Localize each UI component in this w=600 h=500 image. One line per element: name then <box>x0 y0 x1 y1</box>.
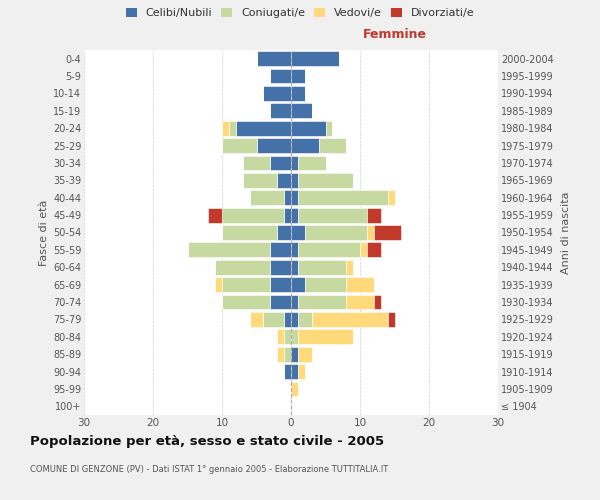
Bar <box>291 242 298 258</box>
Bar <box>388 312 395 327</box>
Bar <box>243 156 271 170</box>
Bar <box>291 190 298 205</box>
Bar <box>291 260 298 274</box>
Bar <box>271 242 291 258</box>
Bar <box>346 278 374 292</box>
Bar <box>222 138 257 153</box>
Bar <box>263 86 291 101</box>
Bar <box>367 208 381 222</box>
Bar <box>291 312 298 327</box>
Bar <box>291 86 305 101</box>
Bar <box>215 260 271 274</box>
Bar <box>298 190 388 205</box>
Bar <box>271 278 291 292</box>
Bar <box>250 312 263 327</box>
Bar <box>298 364 305 379</box>
Bar <box>312 312 388 327</box>
Bar <box>298 208 367 222</box>
Bar <box>298 312 312 327</box>
Bar <box>271 260 291 274</box>
Bar <box>271 294 291 310</box>
Bar <box>277 330 284 344</box>
Bar <box>291 382 298 396</box>
Bar <box>298 294 346 310</box>
Bar <box>291 173 298 188</box>
Bar <box>325 121 332 136</box>
Bar <box>291 52 340 66</box>
Bar <box>284 330 291 344</box>
Bar <box>298 330 353 344</box>
Bar <box>284 312 291 327</box>
Bar <box>208 208 222 222</box>
Bar <box>222 121 229 136</box>
Bar <box>291 364 298 379</box>
Bar <box>346 260 353 274</box>
Bar <box>291 278 305 292</box>
Bar <box>236 121 291 136</box>
Bar <box>222 225 277 240</box>
Bar <box>298 242 360 258</box>
Bar <box>374 294 381 310</box>
Bar <box>298 156 325 170</box>
Bar <box>291 156 298 170</box>
Y-axis label: Fasce di età: Fasce di età <box>38 200 49 266</box>
Bar <box>367 225 374 240</box>
Bar <box>271 104 291 118</box>
Bar <box>277 225 291 240</box>
Bar <box>291 294 298 310</box>
Bar <box>257 138 291 153</box>
Bar <box>374 225 401 240</box>
Bar <box>291 68 305 84</box>
Bar <box>263 312 284 327</box>
Bar <box>319 138 346 153</box>
Text: Femmine: Femmine <box>362 28 427 41</box>
Bar <box>229 121 236 136</box>
Bar <box>298 260 346 274</box>
Bar <box>271 68 291 84</box>
Bar <box>284 208 291 222</box>
Y-axis label: Anni di nascita: Anni di nascita <box>560 191 571 274</box>
Bar <box>360 242 367 258</box>
Legend: Celibi/Nubili, Coniugati/e, Vedovi/e, Divorziati/e: Celibi/Nubili, Coniugati/e, Vedovi/e, Di… <box>124 6 476 20</box>
Bar <box>277 347 284 362</box>
Bar <box>284 347 291 362</box>
Bar <box>298 347 312 362</box>
Bar <box>291 121 325 136</box>
Bar <box>298 173 353 188</box>
Bar <box>291 225 305 240</box>
Bar <box>291 208 298 222</box>
Text: COMUNE DI GENZONE (PV) - Dati ISTAT 1° gennaio 2005 - Elaborazione TUTTITALIA.IT: COMUNE DI GENZONE (PV) - Dati ISTAT 1° g… <box>30 465 388 474</box>
Bar <box>291 330 298 344</box>
Bar <box>346 294 374 310</box>
Bar <box>257 52 291 66</box>
Bar <box>250 190 284 205</box>
Bar <box>291 138 319 153</box>
Bar <box>284 364 291 379</box>
Bar <box>291 104 312 118</box>
Bar <box>388 190 395 205</box>
Bar <box>367 242 381 258</box>
Bar <box>291 347 298 362</box>
Bar <box>305 225 367 240</box>
Bar <box>215 278 222 292</box>
Bar <box>277 173 291 188</box>
Bar <box>222 208 284 222</box>
Bar <box>284 190 291 205</box>
Bar <box>242 173 277 188</box>
Bar <box>222 278 271 292</box>
Bar <box>305 278 346 292</box>
Bar <box>187 242 271 258</box>
Bar <box>271 156 291 170</box>
Bar <box>222 294 271 310</box>
Text: Popolazione per età, sesso e stato civile - 2005: Popolazione per età, sesso e stato civil… <box>30 435 384 448</box>
